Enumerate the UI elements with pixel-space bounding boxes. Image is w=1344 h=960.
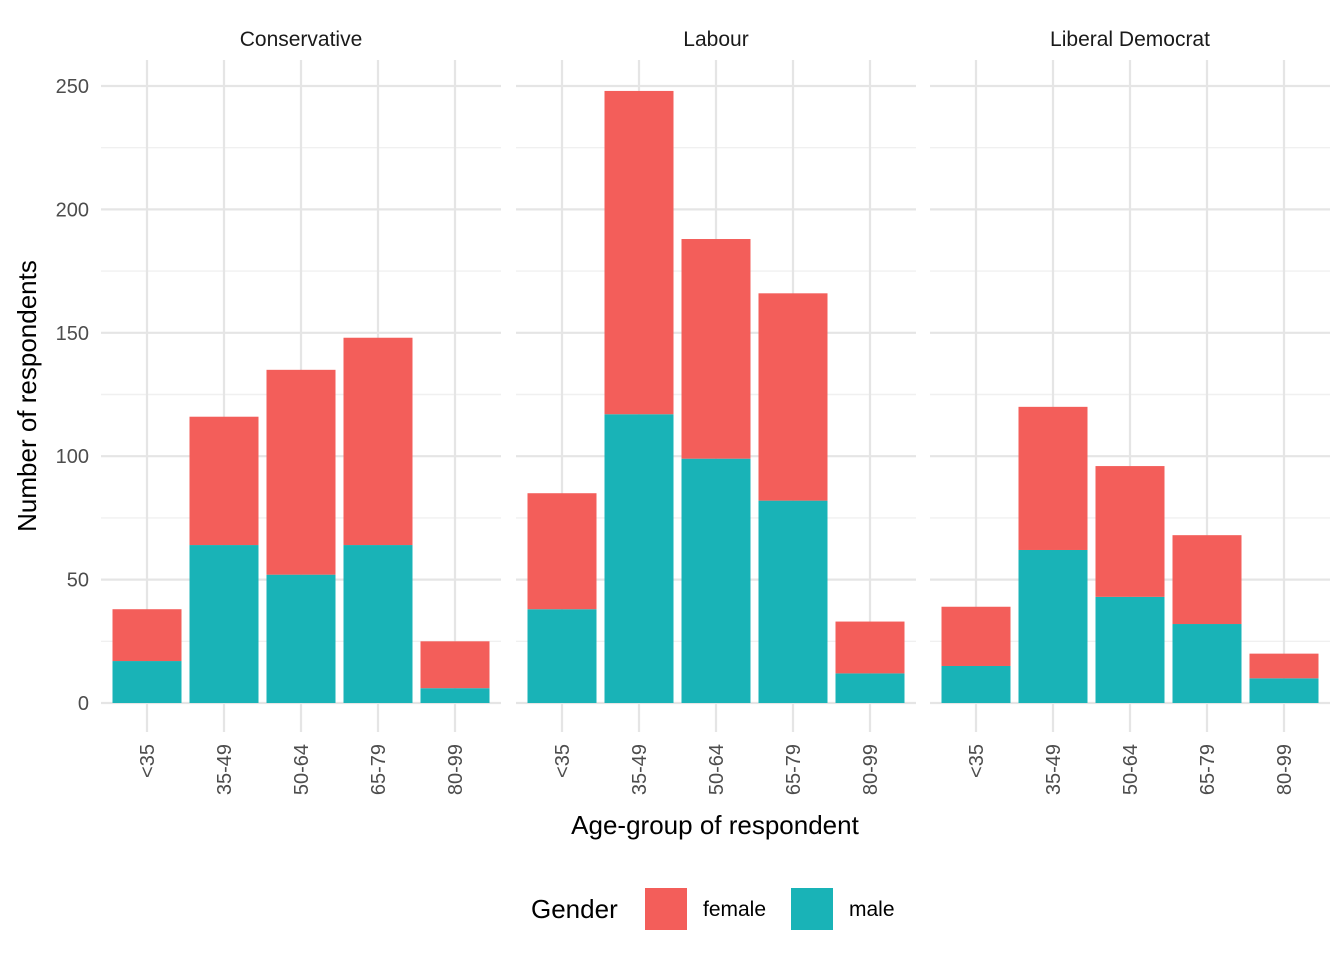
x-tick-label: 50-64 — [291, 744, 313, 795]
y-tick-label: 200 — [56, 199, 89, 221]
y-tick-label: 0 — [78, 693, 89, 715]
x-tick-label: 80-99 — [445, 744, 467, 795]
legend: Gender female male — [531, 888, 895, 930]
x-tick-label: 35-49 — [1043, 744, 1065, 795]
x-axis-title: Age-group of respondent — [571, 810, 859, 840]
bar-male — [189, 545, 259, 703]
bar-female — [1172, 535, 1242, 625]
bar-male — [420, 688, 490, 703]
panels-layer: Conservative<35 35-49 50-64 65-79 80-99Labou… — [56, 28, 1330, 795]
legend-title: Gender — [531, 894, 618, 924]
bar-male — [112, 661, 182, 703]
bar-female — [604, 90, 674, 415]
bar-male — [527, 609, 597, 703]
bar-female — [112, 609, 182, 662]
legend-label-female: female — [703, 898, 766, 921]
bar-male — [1018, 549, 1088, 703]
bar-female — [1095, 466, 1165, 597]
bar-female — [343, 337, 413, 546]
legend-key-female — [645, 888, 687, 930]
bar-female — [266, 369, 336, 575]
bar-male — [835, 673, 905, 703]
y-axis-title: Number of respondents — [12, 260, 42, 532]
panel-labour: Labour <35 35-49 50-64 65-79 80-99 — [516, 28, 916, 795]
x-tick-label: 65-79 — [1197, 744, 1219, 795]
x-tick-label: 35-49 — [214, 744, 236, 795]
y-tick-label: 50 — [67, 570, 89, 592]
x-tick-label: 65-79 — [368, 744, 390, 795]
bar-female — [420, 641, 490, 689]
bar-female — [758, 293, 828, 501]
bar-male — [941, 665, 1011, 703]
x-tick-label: 65-79 — [783, 744, 805, 795]
bar-male — [604, 414, 674, 703]
panel-title: Conservative — [240, 28, 363, 51]
bar-male — [681, 458, 751, 703]
legend-key-male — [791, 888, 833, 930]
panel-title: Liberal Democrat — [1050, 28, 1210, 51]
x-tick-label: 35-49 — [629, 744, 651, 795]
bar-female — [189, 416, 259, 546]
panel-title: Labour — [683, 28, 748, 51]
x-tick-label: 50-64 — [706, 744, 728, 795]
x-tick-label: 80-99 — [1274, 744, 1296, 795]
x-tick-label: <35 — [966, 744, 988, 778]
bar-male — [1172, 624, 1242, 703]
bar-female — [681, 239, 751, 459]
x-tick-label: 80-99 — [860, 744, 882, 795]
bar-female — [1249, 653, 1319, 679]
panel-liberal-democrat: Liberal Democrat <35 35-49 50-64 65-79 80-99 — [930, 28, 1330, 795]
legend-label-male: male — [849, 898, 895, 921]
bar-female — [527, 493, 597, 610]
bar-male — [1095, 596, 1165, 703]
y-tick-label: 250 — [56, 76, 89, 98]
x-tick-label: <35 — [137, 744, 159, 778]
bar-female — [941, 606, 1011, 666]
x-tick-label: 50-64 — [1120, 744, 1142, 795]
bar-female — [1018, 406, 1088, 550]
panel-conservative: Conservative <35 35-49 50-64 65-79 80-99 — [101, 28, 501, 795]
bar-male — [758, 500, 828, 703]
bar-male — [1249, 678, 1319, 703]
bar-male — [266, 574, 336, 703]
bar-female — [835, 621, 905, 674]
x-tick-label: <35 — [552, 744, 574, 778]
bar-male — [343, 545, 413, 703]
y-tick-label: 150 — [56, 323, 89, 345]
y-tick-label: 100 — [56, 446, 89, 468]
